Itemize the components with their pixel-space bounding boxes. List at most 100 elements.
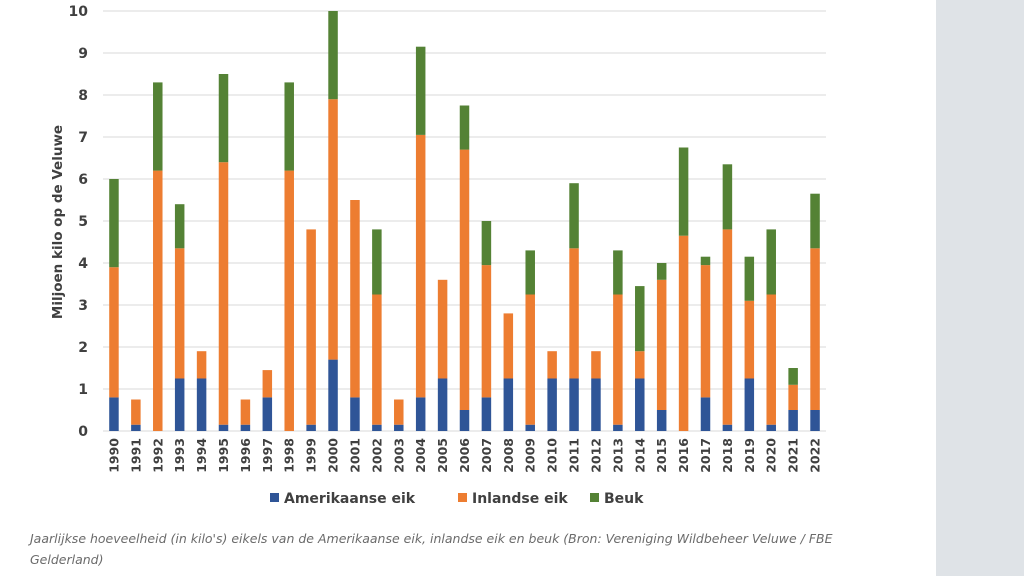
bar-segment-inlandse-eik [481,265,492,398]
x-tick-label: 2022 [808,438,823,473]
bar-segment-inlandse-eik [678,235,689,431]
bar-segment-inlandse-eik [437,279,448,379]
bar-segment-beuk [415,46,426,135]
bar-segment-beuk [810,193,820,249]
y-tick-label: 4 [78,256,88,272]
bar-segment-amerikaanse-eik [722,424,733,431]
page-sidebar [936,0,1024,576]
bar-segment-amerikaanse-eik [174,378,185,431]
bar-segment-inlandse-eik [196,351,207,379]
bar-segment-inlandse-eik [656,279,667,410]
bar-segment-inlandse-eik [394,399,404,425]
bar-segment-amerikaanse-eik [196,378,207,431]
y-tick-label: 10 [69,4,89,20]
bar-segment-inlandse-eik [262,370,273,398]
bar-segment-amerikaanse-eik [547,378,557,431]
x-tick-label: 2014 [632,438,647,473]
x-tick-label: 2010 [545,438,560,473]
y-tick-label: 8 [78,88,88,104]
x-tick-label: 2012 [588,438,603,473]
bar-segment-beuk [284,82,294,171]
x-tick-label: 2008 [501,438,516,473]
x-tick-label: 2016 [676,438,691,473]
bar-segment-amerikaanse-eik [569,378,579,431]
bar-segment-amerikaanse-eik [613,424,623,431]
x-tick-label: 2003 [391,438,406,473]
x-tick-label: 2013 [610,438,625,473]
bar-segment-amerikaanse-eik [766,424,776,431]
legend-swatch [458,493,467,502]
x-tick-label: 2009 [523,438,538,473]
x-tick-label: 2015 [654,438,669,473]
bar-segment-beuk [656,263,667,280]
bar-segment-amerikaanse-eik [131,424,141,431]
bar-segment-beuk [328,11,338,100]
bar-segment-inlandse-eik [109,267,119,398]
bar-segment-inlandse-eik [153,170,163,431]
x-tick-label: 2011 [567,438,582,473]
bar-segment-inlandse-eik [174,248,185,379]
x-tick-label: 2002 [369,438,384,473]
x-tick-label: 2021 [786,438,801,473]
x-tick-label: 1991 [128,438,143,473]
x-tick-label: 2004 [413,438,428,473]
bar-segment-beuk [678,147,689,236]
bar-segment-beuk [525,250,535,295]
y-tick-label: 3 [78,298,88,314]
x-tick-label: 1997 [260,438,275,473]
bar-segment-amerikaanse-eik [109,397,119,431]
y-axis-label: Miljoen kilo op de Veluwe [50,125,66,319]
bar-segment-beuk [722,164,733,230]
x-tick-label: 2005 [435,438,450,473]
bar-segment-inlandse-eik [372,294,382,425]
x-tick-label: 1994 [194,438,209,473]
x-tick-label: 2017 [698,438,713,473]
bar-segment-inlandse-eik [328,99,338,360]
bar-segment-inlandse-eik [459,149,470,410]
y-tick-label: 0 [78,424,88,440]
bar-segment-inlandse-eik [547,351,557,379]
x-tick-label: 2007 [479,438,494,473]
x-tick-label: 2000 [326,438,341,473]
bar-segment-amerikaanse-eik [372,424,382,431]
bar-segment-amerikaanse-eik [328,359,338,431]
legend-label: Amerikaanse eik [284,491,416,507]
bar-segment-beuk [569,183,579,249]
bar-segment-beuk [788,368,798,385]
bar-segment-inlandse-eik [591,351,601,379]
bar-segment-amerikaanse-eik [394,424,404,431]
bar-segment-amerikaanse-eik [591,378,601,431]
y-tick-label: 1 [78,382,88,398]
bar-segment-amerikaanse-eik [459,410,470,431]
bars [109,11,820,431]
bar-segment-inlandse-eik [635,351,645,379]
bar-segment-inlandse-eik [131,399,141,425]
bar-segment-inlandse-eik [700,265,711,398]
bar-segment-beuk [613,250,623,295]
bar-segment-beuk [635,286,645,352]
x-tick-label: 1990 [106,438,121,473]
bar-segment-amerikaanse-eik [656,410,667,431]
stacked-bar-chart: 0 1 2 3 4 5 6 7 8 9 10 Miljoen kilo op de Veluwe 1… [50,4,826,507]
y-axis-ticks: 0 1 2 3 4 5 6 7 8 9 10 [69,4,89,440]
y-tick-label: 5 [78,214,88,230]
bar-segment-amerikaanse-eik [350,397,360,431]
bar-segment-amerikaanse-eik [415,397,426,431]
bar-segment-inlandse-eik [613,294,623,425]
bar-segment-amerikaanse-eik [503,378,514,431]
x-tick-label: 2006 [457,438,472,473]
bar-segment-beuk [372,229,382,295]
bar-segment-inlandse-eik [766,294,776,425]
legend-swatch [270,493,279,502]
x-tick-label: 1992 [150,438,165,473]
x-tick-label: 2020 [764,438,779,473]
y-tick-label: 7 [78,130,88,146]
bar-segment-amerikaanse-eik [700,397,711,431]
x-tick-label: 2019 [742,438,757,473]
bar-segment-amerikaanse-eik [306,424,316,431]
bar-segment-inlandse-eik [525,294,535,425]
figure-caption: Jaarlijkse hoeveelheid (in kilo's) eikel… [30,531,833,567]
bar-segment-amerikaanse-eik [262,397,273,431]
legend-label: Beuk [604,491,644,507]
legend-swatch [590,493,599,502]
